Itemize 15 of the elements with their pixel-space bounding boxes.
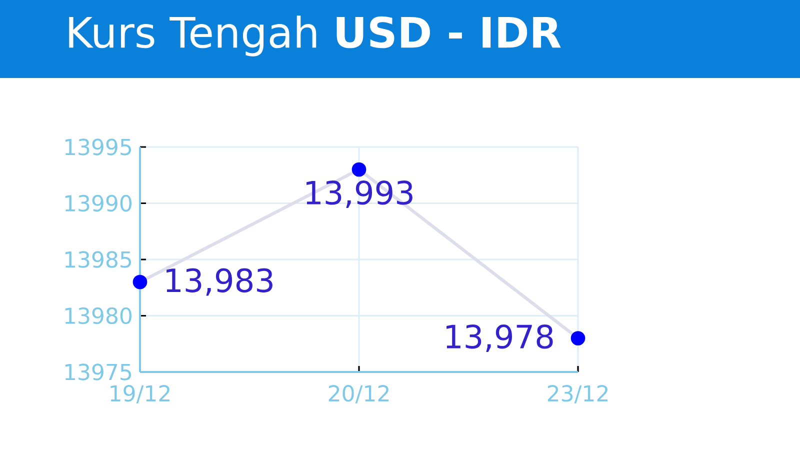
x-tick-label: 20/12 bbox=[328, 385, 388, 404]
y-tick-label: 13990 bbox=[65, 194, 132, 212]
y-tick-label: 13980 bbox=[65, 307, 132, 324]
point bbox=[132, 274, 148, 290]
data-label: 13,993 bbox=[306, 180, 412, 208]
data-label: 13,983 bbox=[166, 268, 272, 296]
chart-title: Kurs Tengah USD - IDR bbox=[69, 16, 561, 56]
data-label: 13,978 bbox=[446, 324, 553, 352]
y-tick-label: 13975 bbox=[65, 364, 132, 380]
point bbox=[352, 162, 366, 177]
point bbox=[570, 331, 586, 346]
x-tick-label: 19/12 bbox=[110, 385, 170, 404]
y-tick-label: 13995 bbox=[65, 138, 132, 156]
y-tick-label: 13985 bbox=[65, 251, 132, 268]
x-tick-label: 23/12 bbox=[548, 385, 608, 404]
